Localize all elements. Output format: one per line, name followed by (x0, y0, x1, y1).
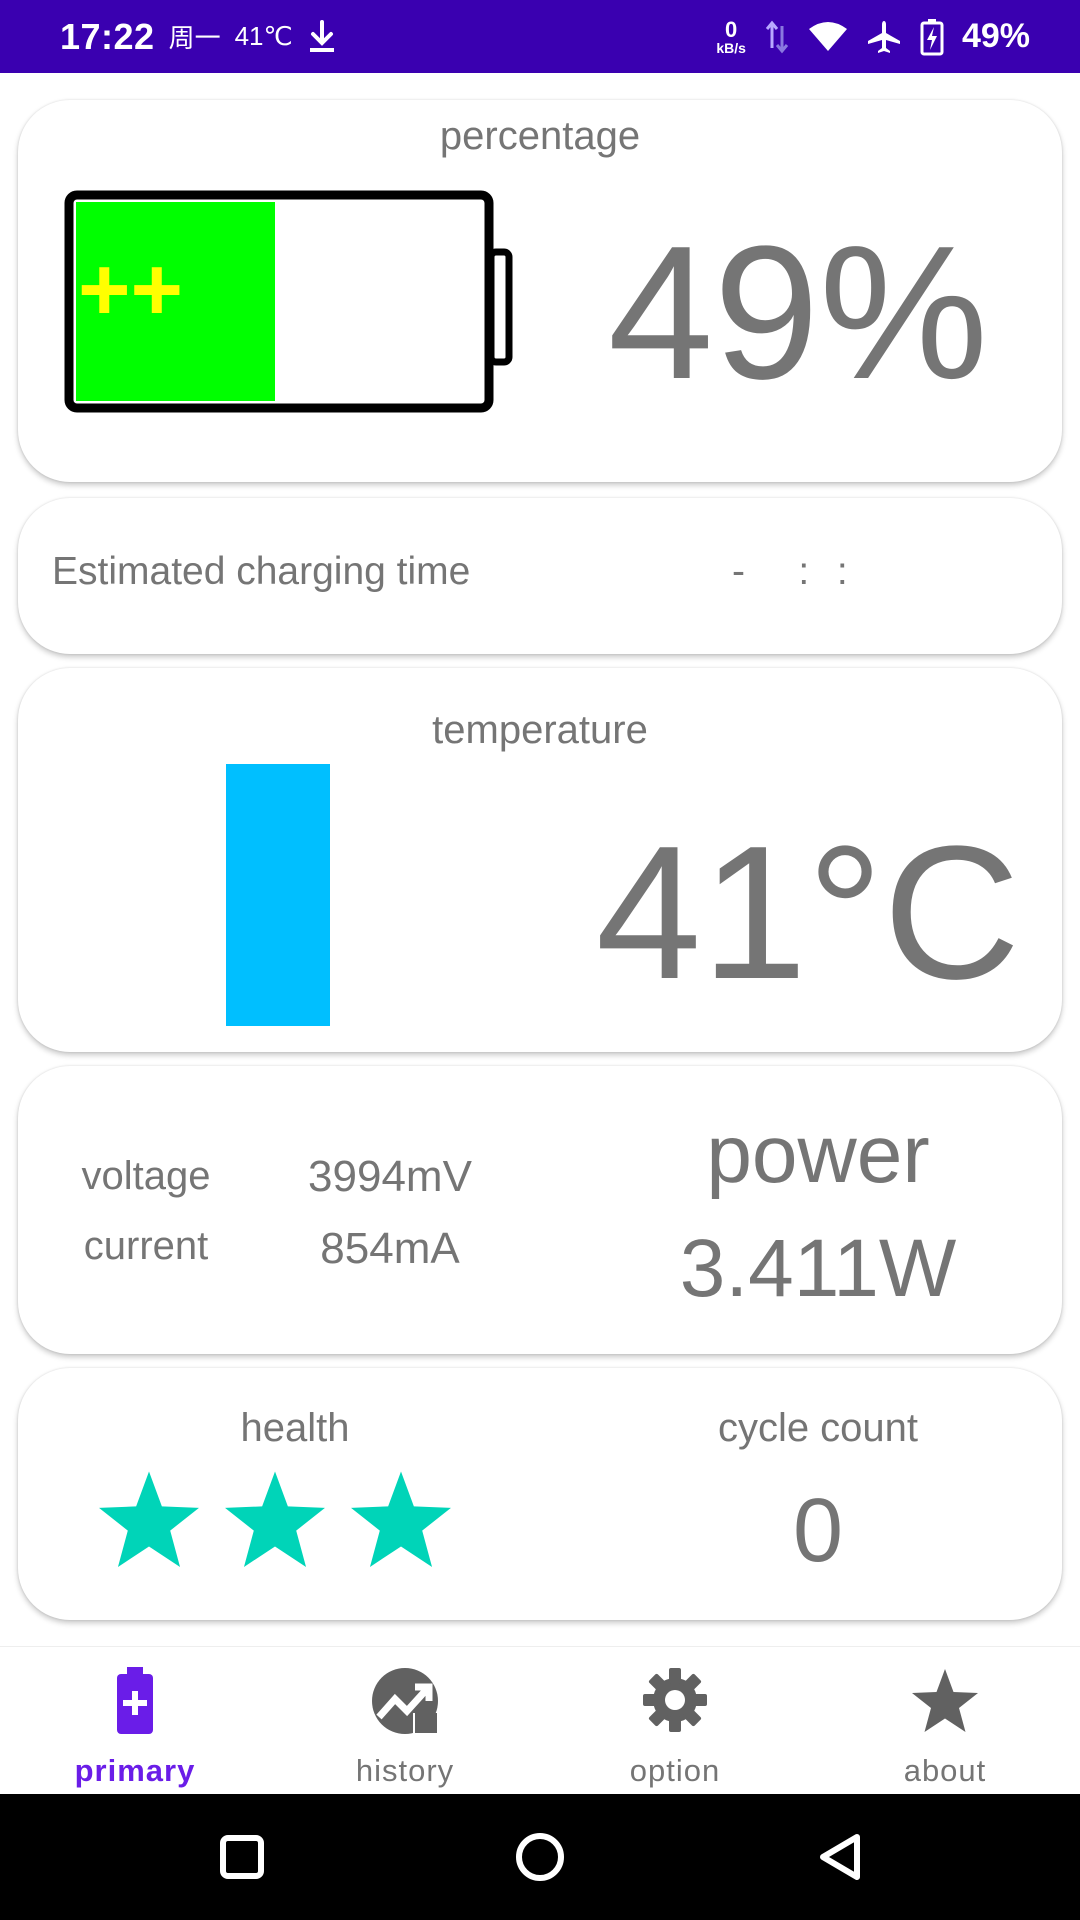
current-value: 854mA (320, 1224, 460, 1273)
trend-chart-icon (371, 1667, 439, 1740)
health-star-icon (351, 1471, 451, 1567)
temperature-title: temperature (432, 708, 648, 752)
charging-glyph: ++ (78, 240, 183, 340)
health-star-icon (99, 1471, 199, 1567)
nav-label-option: option (629, 1753, 721, 1788)
nav-item-history[interactable]: history (270, 1647, 540, 1795)
nav-item-about[interactable]: about (810, 1647, 1080, 1795)
nav-item-option[interactable]: option (540, 1647, 810, 1795)
gear-icon (642, 1667, 708, 1738)
cycle-count-label: cycle count (717, 1406, 919, 1450)
status-temp: 41℃ (234, 21, 293, 51)
wifi-icon (808, 21, 848, 53)
recents-square-icon (220, 1835, 264, 1879)
health-star-icon (225, 1471, 325, 1567)
health-label: health (240, 1406, 350, 1450)
cycle-count-value: 0 (792, 1481, 844, 1581)
percentage-value: 49% (607, 207, 989, 419)
back-triangle-icon (820, 1834, 860, 1880)
status-time: 17:22 (60, 15, 155, 57)
download-icon (307, 19, 337, 54)
system-nav-bar (0, 1794, 1080, 1920)
back-button[interactable] (780, 1794, 900, 1920)
airplane-icon (866, 19, 902, 55)
home-circle-icon (516, 1833, 564, 1881)
health-stars (96, 1468, 454, 1572)
charging-time-value: - : : (732, 550, 850, 593)
star-icon (910, 1667, 980, 1740)
status-day: 周一 (168, 23, 221, 53)
power-value: 3.411W (679, 1223, 957, 1314)
health-card: health cycle count 0 (18, 1368, 1062, 1620)
battery-charging-icon (920, 18, 944, 56)
percentage-card: percentage ++ 49% (18, 100, 1062, 482)
voltage-value: 3994mV (308, 1152, 472, 1201)
nav-item-primary[interactable]: primary (0, 1647, 270, 1795)
status-bar: 17:22 周一 41℃ 0 kB/s (0, 0, 1080, 73)
voltage-label: voltage (81, 1154, 211, 1198)
temperature-value: 41°C (595, 807, 1021, 1019)
power-card: voltage 3994mV current 854mA power 3.411… (18, 1066, 1062, 1354)
percentage-title: percentage (439, 114, 641, 158)
nav-label-history: history (355, 1753, 455, 1788)
bottom-nav: primary history (0, 1646, 1080, 1794)
power-label: power (706, 1109, 930, 1200)
charging-time-card: Estimated charging time - : : (18, 498, 1062, 654)
nav-label-primary: primary (74, 1753, 196, 1788)
temperature-bar (226, 764, 330, 1026)
battery-level-icon: ++ (64, 190, 513, 413)
nav-label-about: about (903, 1753, 987, 1788)
network-speed: 0 kB/s (716, 16, 746, 56)
recents-button[interactable] (182, 1794, 302, 1920)
temperature-card: temperature 41°C (18, 668, 1062, 1052)
charging-time-label: Estimated charging time (52, 550, 471, 593)
current-label: current (83, 1224, 209, 1268)
battery-plus-icon (115, 1667, 155, 1742)
data-arrows-icon (764, 18, 790, 56)
battery-fill (76, 202, 275, 401)
status-battery-percent: 49% (961, 17, 1030, 55)
home-button[interactable] (480, 1794, 600, 1920)
